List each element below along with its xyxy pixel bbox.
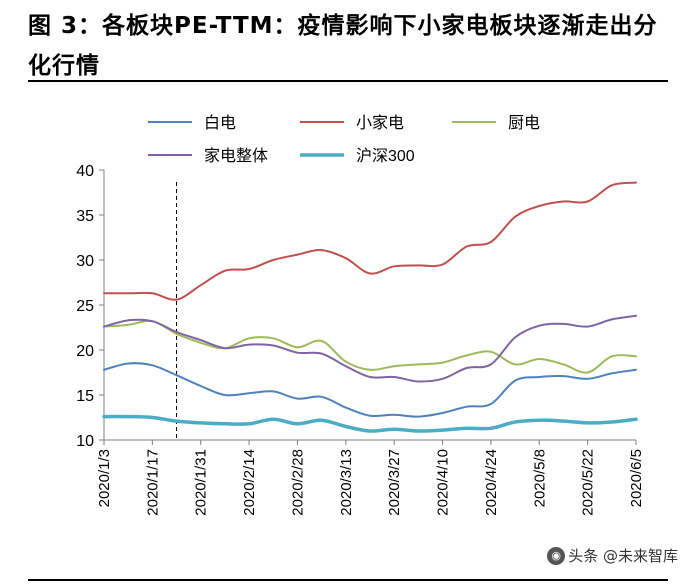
watermark-text: 头条 @未来智库: [568, 547, 678, 565]
legend-label: 沪深300: [356, 147, 415, 165]
x-tick-label: 2020/1/17: [144, 449, 161, 516]
chart-axes: 10 15 20 25 30 35 40 2020/1/3 2020/1/17 2020/1/31…: [76, 163, 645, 516]
x-tick-label: 2020/6/5: [628, 449, 645, 507]
x-tick-label: 2020/1/3: [96, 449, 113, 507]
y-tick-label: 25: [76, 298, 94, 315]
legend-label: 家电整体: [204, 147, 268, 165]
legend-label: 小家电: [356, 114, 404, 132]
x-tick-label: 2020/2/14: [241, 449, 258, 516]
y-tick-label: 35: [76, 208, 94, 225]
y-tick-label: 15: [76, 388, 94, 405]
series-line-3: [103, 314, 637, 383]
toutiao-logo-icon: ◉: [547, 546, 566, 565]
y-tick-label: 40: [76, 163, 94, 180]
figure-title: 图 3：各板块PE-TTM：疫情影响下小家电板块逐渐走出分化行情: [28, 13, 658, 79]
x-tick-label: 2020/2/28: [289, 449, 306, 516]
x-tick-label: 2020/3/27: [386, 449, 403, 516]
watermark: ◉ 头条 @未来智库: [547, 545, 678, 566]
series-line-2: [103, 319, 637, 374]
chart-series: [102, 181, 638, 433]
y-tick-label: 10: [76, 433, 94, 450]
y-tick-label: 30: [76, 253, 94, 270]
x-tick-label: 2020/3/13: [338, 449, 355, 516]
x-tick-label: 2020/4/24: [483, 449, 500, 516]
y-tick-label: 20: [76, 343, 94, 360]
series-line-0: [103, 362, 637, 418]
bottom-rule: [28, 579, 668, 581]
legend-label: 厨电: [508, 114, 540, 132]
top-rule: [28, 80, 668, 82]
legend-label: 白电: [204, 114, 236, 132]
series-line-1: [103, 181, 637, 301]
x-tick-label: 2020/4/10: [435, 449, 452, 516]
x-tick-label: 2020/1/31: [193, 449, 210, 516]
x-tick-label: 2020/5/8: [531, 449, 548, 507]
series-line-4: [102, 414, 638, 433]
x-tick-label: 2020/5/22: [580, 449, 597, 516]
